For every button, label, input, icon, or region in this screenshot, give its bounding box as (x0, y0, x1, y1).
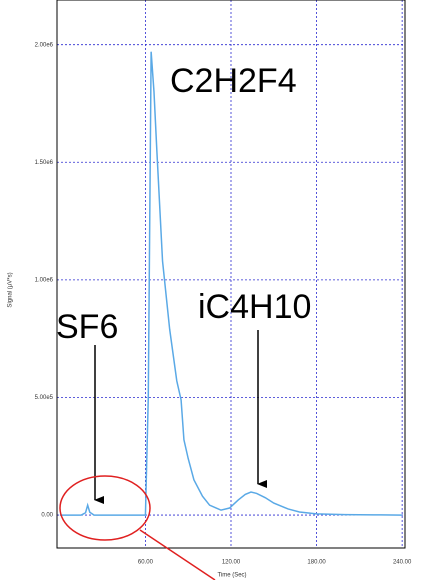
pointer-line (139, 529, 216, 580)
x-tick-label: 120.00 (222, 560, 241, 566)
x-tick-label: 60.00 (138, 560, 154, 566)
x-axis-label: Time (Sec) (217, 573, 246, 579)
annotation: iC4H10 (198, 288, 311, 326)
y-axis-label: Signal (µV*s) (8, 272, 14, 307)
highlight-ellipse (59, 475, 151, 541)
y-tick-label: 1.00e6 (35, 277, 54, 283)
y-tick-label: 2.00e6 (35, 42, 54, 48)
x-tick-label: 240.00 (393, 560, 412, 566)
data-line (59, 51, 403, 516)
y-tick-label: 5.00e5 (35, 395, 54, 401)
x-tick-label: 180.00 (307, 560, 326, 566)
y-tick-label: 0.00 (41, 513, 53, 519)
y-tick-label: 1.50e6 (35, 160, 54, 166)
annotation: SF6 (56, 308, 118, 346)
plot-frame (56, 0, 406, 549)
annotation: C2H2F4 (170, 62, 297, 100)
